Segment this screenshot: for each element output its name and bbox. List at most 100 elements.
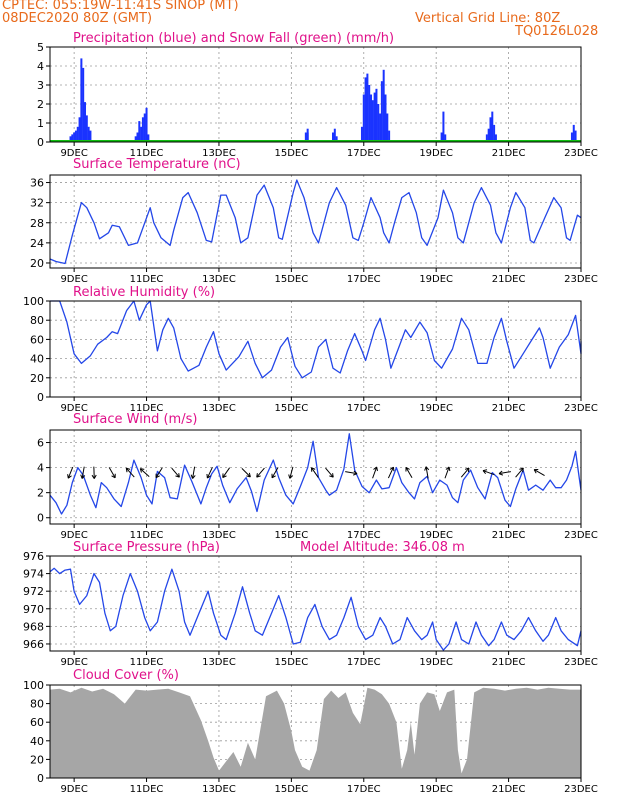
x-tick-label: 9DEC xyxy=(60,148,87,159)
panel-frame xyxy=(49,555,582,652)
precip-bar xyxy=(76,126,79,142)
precip-bar xyxy=(138,121,141,142)
x-tick-label: 11DEC xyxy=(130,657,164,668)
x-tick-label: 17DEC xyxy=(347,657,381,668)
precip-bar xyxy=(83,102,86,142)
rh-panel xyxy=(46,300,582,401)
precip-bar xyxy=(74,130,77,142)
wind-arrow xyxy=(345,470,358,476)
wind-arrow xyxy=(271,467,279,479)
x-tick-label: 17DEC xyxy=(347,530,381,541)
x-tick-label: 9DEC xyxy=(60,274,87,285)
y-tick-label: 100 xyxy=(23,295,44,308)
y-tick-label: 2 xyxy=(37,98,44,111)
precip-bar xyxy=(306,132,309,142)
precip-bar xyxy=(371,100,374,142)
x-tick-label: 13DEC xyxy=(202,784,236,795)
precip-bar xyxy=(80,58,83,142)
press-subtitle: Model Altitude: 346.08 m xyxy=(300,540,465,555)
precip-bar xyxy=(375,88,378,142)
wind-arrow xyxy=(155,467,163,479)
precip-bar xyxy=(373,92,376,142)
y-tick-label: 1 xyxy=(37,117,44,130)
x-tick-label: 21DEC xyxy=(492,784,526,795)
precip-bar xyxy=(574,130,577,142)
y-tick-label: 80 xyxy=(30,698,44,711)
precip-bar xyxy=(386,113,389,142)
x-tick-label: 15DEC xyxy=(274,148,308,159)
x-tick-label: 9DEC xyxy=(60,403,87,414)
cloud-cover-area xyxy=(50,687,581,778)
wind-arrow xyxy=(372,466,378,479)
x-tick-label: 15DEC xyxy=(274,784,308,795)
y-tick-label: 972 xyxy=(23,585,44,598)
wind-arrow xyxy=(190,466,196,479)
precip-bar xyxy=(493,124,496,142)
x-tick-label: 17DEC xyxy=(347,148,381,159)
x-tick-label: 15DEC xyxy=(274,657,308,668)
rh-line xyxy=(50,300,582,379)
precip-bar xyxy=(85,115,88,142)
x-tick-label: 13DEC xyxy=(202,148,236,159)
precip-bar xyxy=(78,117,81,142)
panel-frame xyxy=(49,46,582,143)
precip-bar xyxy=(69,136,72,142)
precip-bar xyxy=(71,134,74,142)
precip-bar xyxy=(444,134,447,142)
x-tick-label: 21DEC xyxy=(492,148,526,159)
x-tick-label: 19DEC xyxy=(419,274,453,285)
precip-bar xyxy=(141,117,144,142)
station-label: CPTEC: 055:19W-11:41S SINOP (MT) xyxy=(2,0,239,13)
y-tick-label: 24 xyxy=(30,237,44,250)
precip-bar xyxy=(331,132,334,142)
precip-bar xyxy=(489,117,492,142)
precip-bar xyxy=(82,67,85,142)
x-tick-label: 21DEC xyxy=(492,530,526,541)
x-tick-label: 17DEC xyxy=(347,403,381,414)
x-tick-label: 19DEC xyxy=(419,530,453,541)
precip-bar xyxy=(442,111,445,142)
y-tick-label: 20 xyxy=(30,257,44,270)
y-tick-label: 970 xyxy=(23,603,44,616)
x-tick-label: 21DEC xyxy=(492,274,526,285)
y-tick-label: 0 xyxy=(37,772,44,785)
wind-arrow xyxy=(171,467,180,478)
wind-arrow xyxy=(222,467,231,478)
x-tick-label: 13DEC xyxy=(202,274,236,285)
x-tick-label: 19DEC xyxy=(419,784,453,795)
x-tick-label: 11DEC xyxy=(130,274,164,285)
y-tick-label: 3 xyxy=(37,79,44,92)
wind-arrow xyxy=(515,467,524,478)
x-tick-label: 9DEC xyxy=(60,657,87,668)
precip-bar xyxy=(134,136,137,142)
precip-bar xyxy=(491,111,494,142)
wind-arrow xyxy=(387,466,395,479)
x-tick-label: 11DEC xyxy=(130,148,164,159)
wind-arrow xyxy=(206,466,213,479)
precip-bar xyxy=(380,81,383,142)
precip-bar xyxy=(440,132,443,142)
temp-title: Surface Temperature (nC) xyxy=(73,157,241,172)
press-panel xyxy=(46,555,582,655)
x-tick-label: 19DEC xyxy=(419,403,453,414)
model-id: TQ0126L028 xyxy=(515,24,599,39)
x-tick-label: 13DEC xyxy=(202,403,236,414)
precip-bar xyxy=(335,136,338,142)
y-tick-label: 0 xyxy=(37,512,44,525)
cloud-title: Cloud Cover (%) xyxy=(73,668,179,683)
precip-bar xyxy=(360,126,363,142)
precip-bar xyxy=(73,132,76,142)
precip-bar xyxy=(143,113,146,142)
y-tick-label: 968 xyxy=(23,620,44,633)
precip-bar xyxy=(368,85,371,142)
precip-bar xyxy=(140,126,143,142)
wind-arrow xyxy=(310,467,319,478)
x-tick-label: 23DEC xyxy=(564,403,598,414)
temp-panel xyxy=(46,174,582,272)
panel-frame xyxy=(49,300,582,398)
precip-bar xyxy=(388,130,391,142)
wind-arrow xyxy=(91,466,97,479)
wind-line xyxy=(49,433,582,515)
y-tick-label: 0 xyxy=(37,391,44,404)
